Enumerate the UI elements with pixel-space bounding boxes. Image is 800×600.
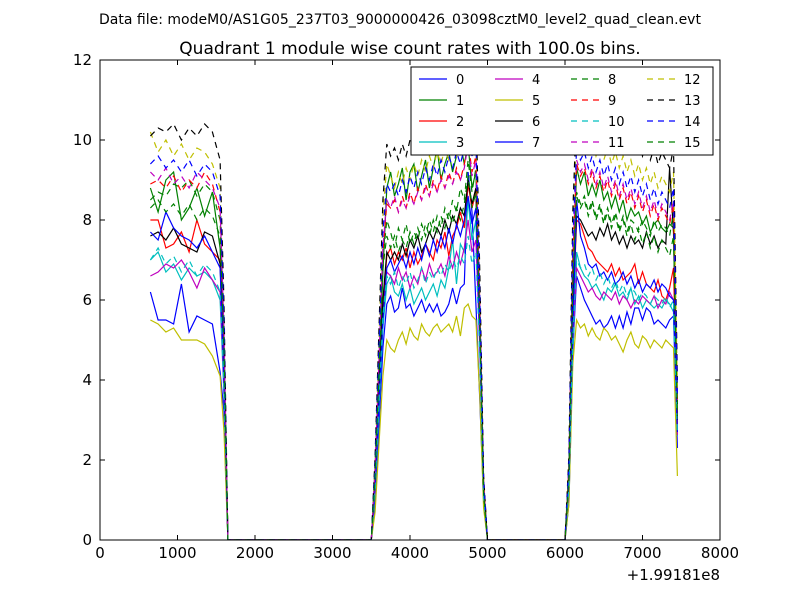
chart-title: Quadrant 1 module wise count rates with … <box>179 39 640 59</box>
legend-label: 12 <box>684 73 701 88</box>
legend-label: 10 <box>608 115 625 130</box>
y-tick-label: 10 <box>73 131 92 149</box>
x-tick-label: 5000 <box>468 544 506 562</box>
y-tick-label: 6 <box>82 291 92 309</box>
series-line-14 <box>149 123 678 540</box>
series-line-6 <box>150 167 678 540</box>
y-tick-label: 12 <box>73 51 92 69</box>
series-line-3 <box>149 199 678 540</box>
legend-label: 6 <box>532 115 540 130</box>
x-tick-label: 4000 <box>391 544 429 562</box>
series-line-5 <box>150 302 678 540</box>
legend-box <box>410 66 714 156</box>
legend-label: 1 <box>456 94 464 109</box>
x-tick-label: 6000 <box>546 544 584 562</box>
series-line-15 <box>149 175 678 540</box>
series-line-10 <box>149 235 678 540</box>
axis-layer: 0 1000 2000 3000 4000 5000 6000 7000 80000246810… <box>73 51 739 562</box>
x-offset-label: +1.99181e8 <box>627 566 720 584</box>
series-line-4 <box>150 219 678 540</box>
legend-label: 8 <box>608 73 616 88</box>
x-tick-label: 3000 <box>313 544 351 562</box>
legend-label: 7 <box>532 136 540 151</box>
y-tick-label: 8 <box>82 211 92 229</box>
x-tick-label: 0 <box>95 544 105 562</box>
x-tick-label: 8000 <box>701 544 739 562</box>
legend-label: 4 <box>532 73 540 88</box>
series-line-9 <box>150 139 678 540</box>
figure-suptitle: Data file: modeM0/AS1G05_237T03_90000004… <box>99 12 701 28</box>
legend-label: 9 <box>608 94 616 109</box>
legend-label: 0 <box>456 73 464 88</box>
x-tick-label: 2000 <box>236 544 274 562</box>
legend-label: 5 <box>532 94 540 109</box>
y-tick-label: 0 <box>82 531 92 549</box>
series-line-0 <box>149 171 678 540</box>
y-tick-label: 2 <box>82 451 92 469</box>
legend-label: 11 <box>608 136 625 151</box>
legend-label: 14 <box>684 115 701 130</box>
series-line-7 <box>149 195 678 540</box>
legend-label: 3 <box>456 136 464 151</box>
legend-label: 15 <box>684 136 701 151</box>
x-tick-label: 7000 <box>623 544 661 562</box>
series-line-2 <box>150 183 678 540</box>
series-line-8 <box>149 159 678 540</box>
legend-label: 2 <box>456 115 464 130</box>
y-tick-label: 4 <box>82 371 92 389</box>
x-tick-label: 1000 <box>158 544 196 562</box>
legend-label: 13 <box>684 94 701 109</box>
